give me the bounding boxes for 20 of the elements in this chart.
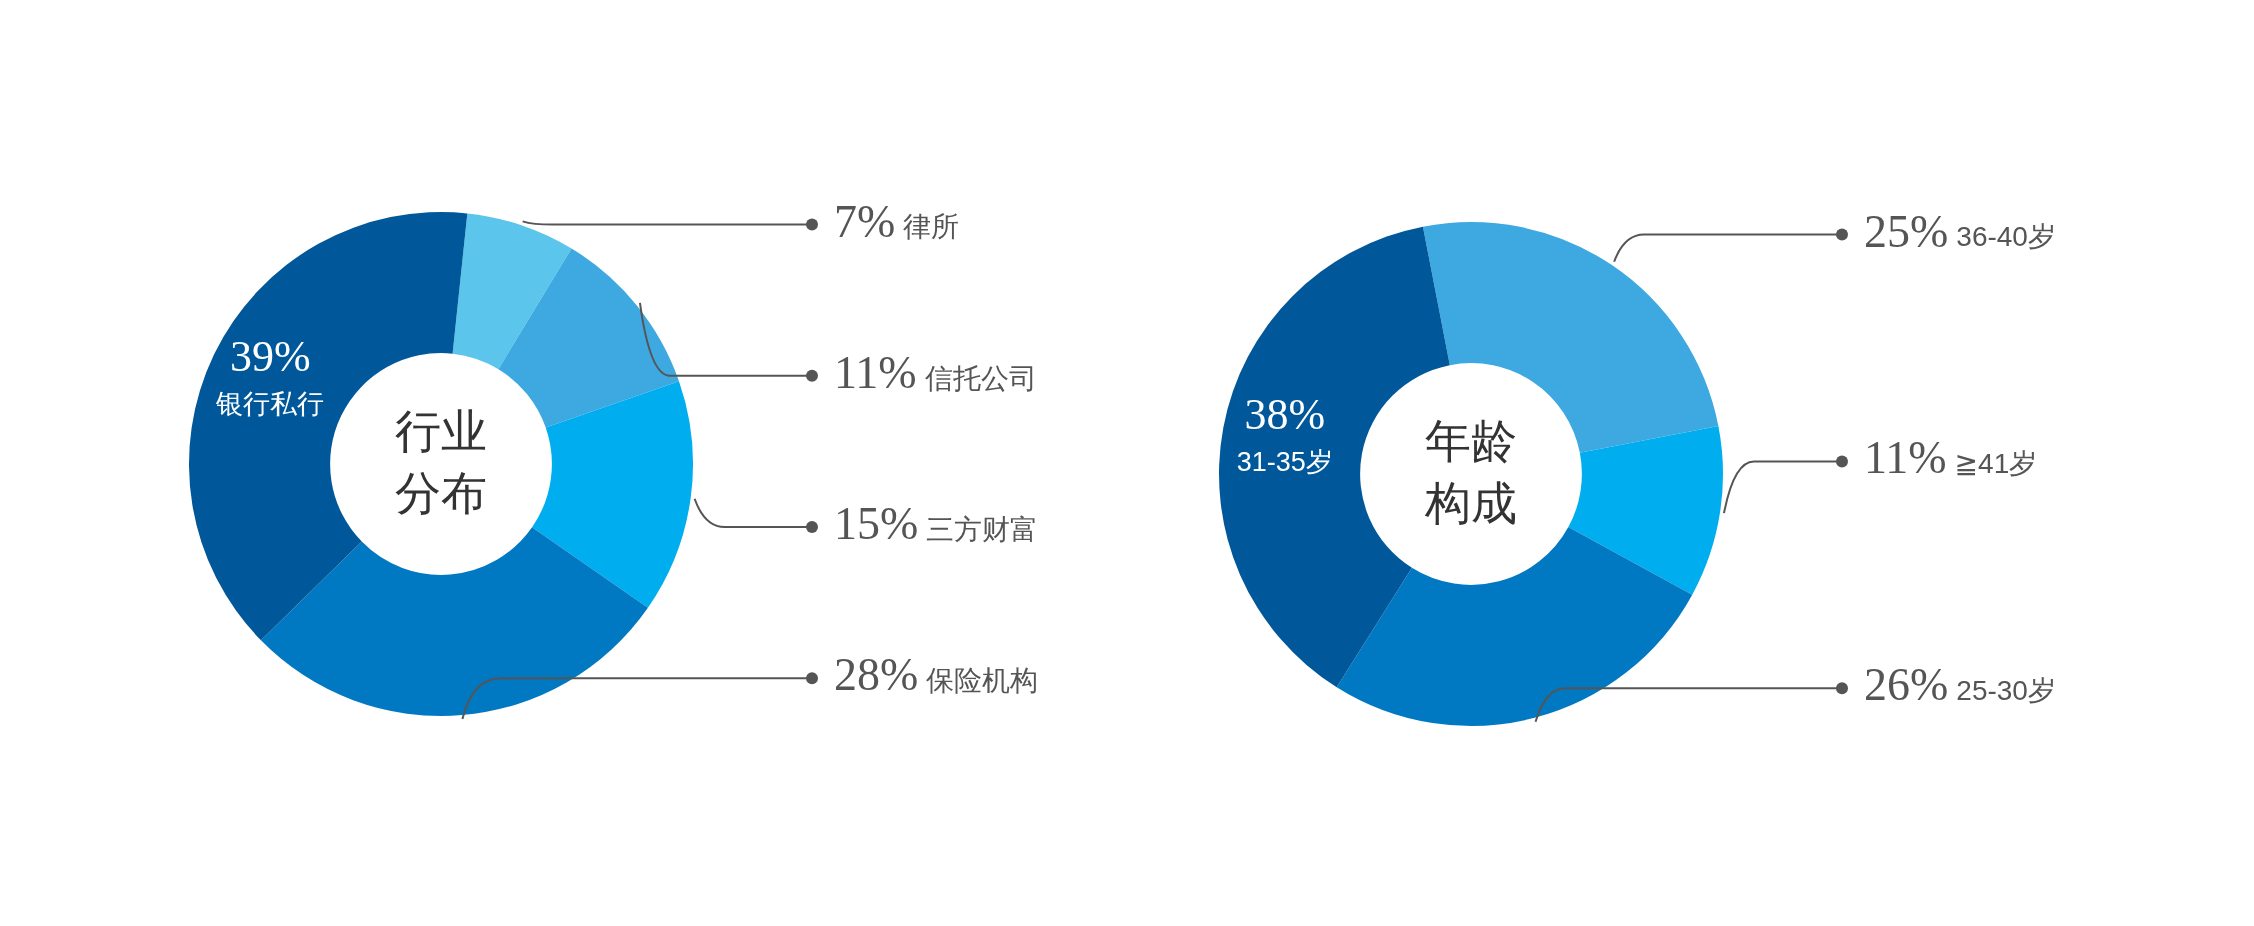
text: 行业分布: [395, 404, 487, 519]
data-label: 38%: [1244, 389, 1326, 439]
slice-label: 三方财富: [926, 513, 1039, 545]
slice-label: 31-35岁: [1236, 446, 1333, 477]
data-label: 15%: [834, 498, 919, 550]
data-label: 7%: [834, 195, 896, 247]
slice-label: 25-30岁: [1956, 674, 2056, 706]
slice-label: 36-40岁: [1956, 221, 2056, 253]
slice-label: 保险机构: [926, 664, 1039, 696]
slice-label: 律所: [903, 211, 960, 243]
data-label: 25%: [1864, 205, 1949, 257]
data-label: 39%: [230, 332, 311, 382]
data-label: 11%: [834, 346, 917, 398]
data-label: 11%: [1864, 432, 1947, 484]
slice-label: 银行私行: [215, 389, 325, 419]
data-label: 26%: [1864, 659, 1949, 711]
slice-label: ≧41岁: [1954, 448, 2038, 480]
text: 年龄构成: [1424, 414, 1517, 529]
data-label: 28%: [834, 649, 919, 701]
slice-label: 信托公司: [924, 362, 1037, 394]
